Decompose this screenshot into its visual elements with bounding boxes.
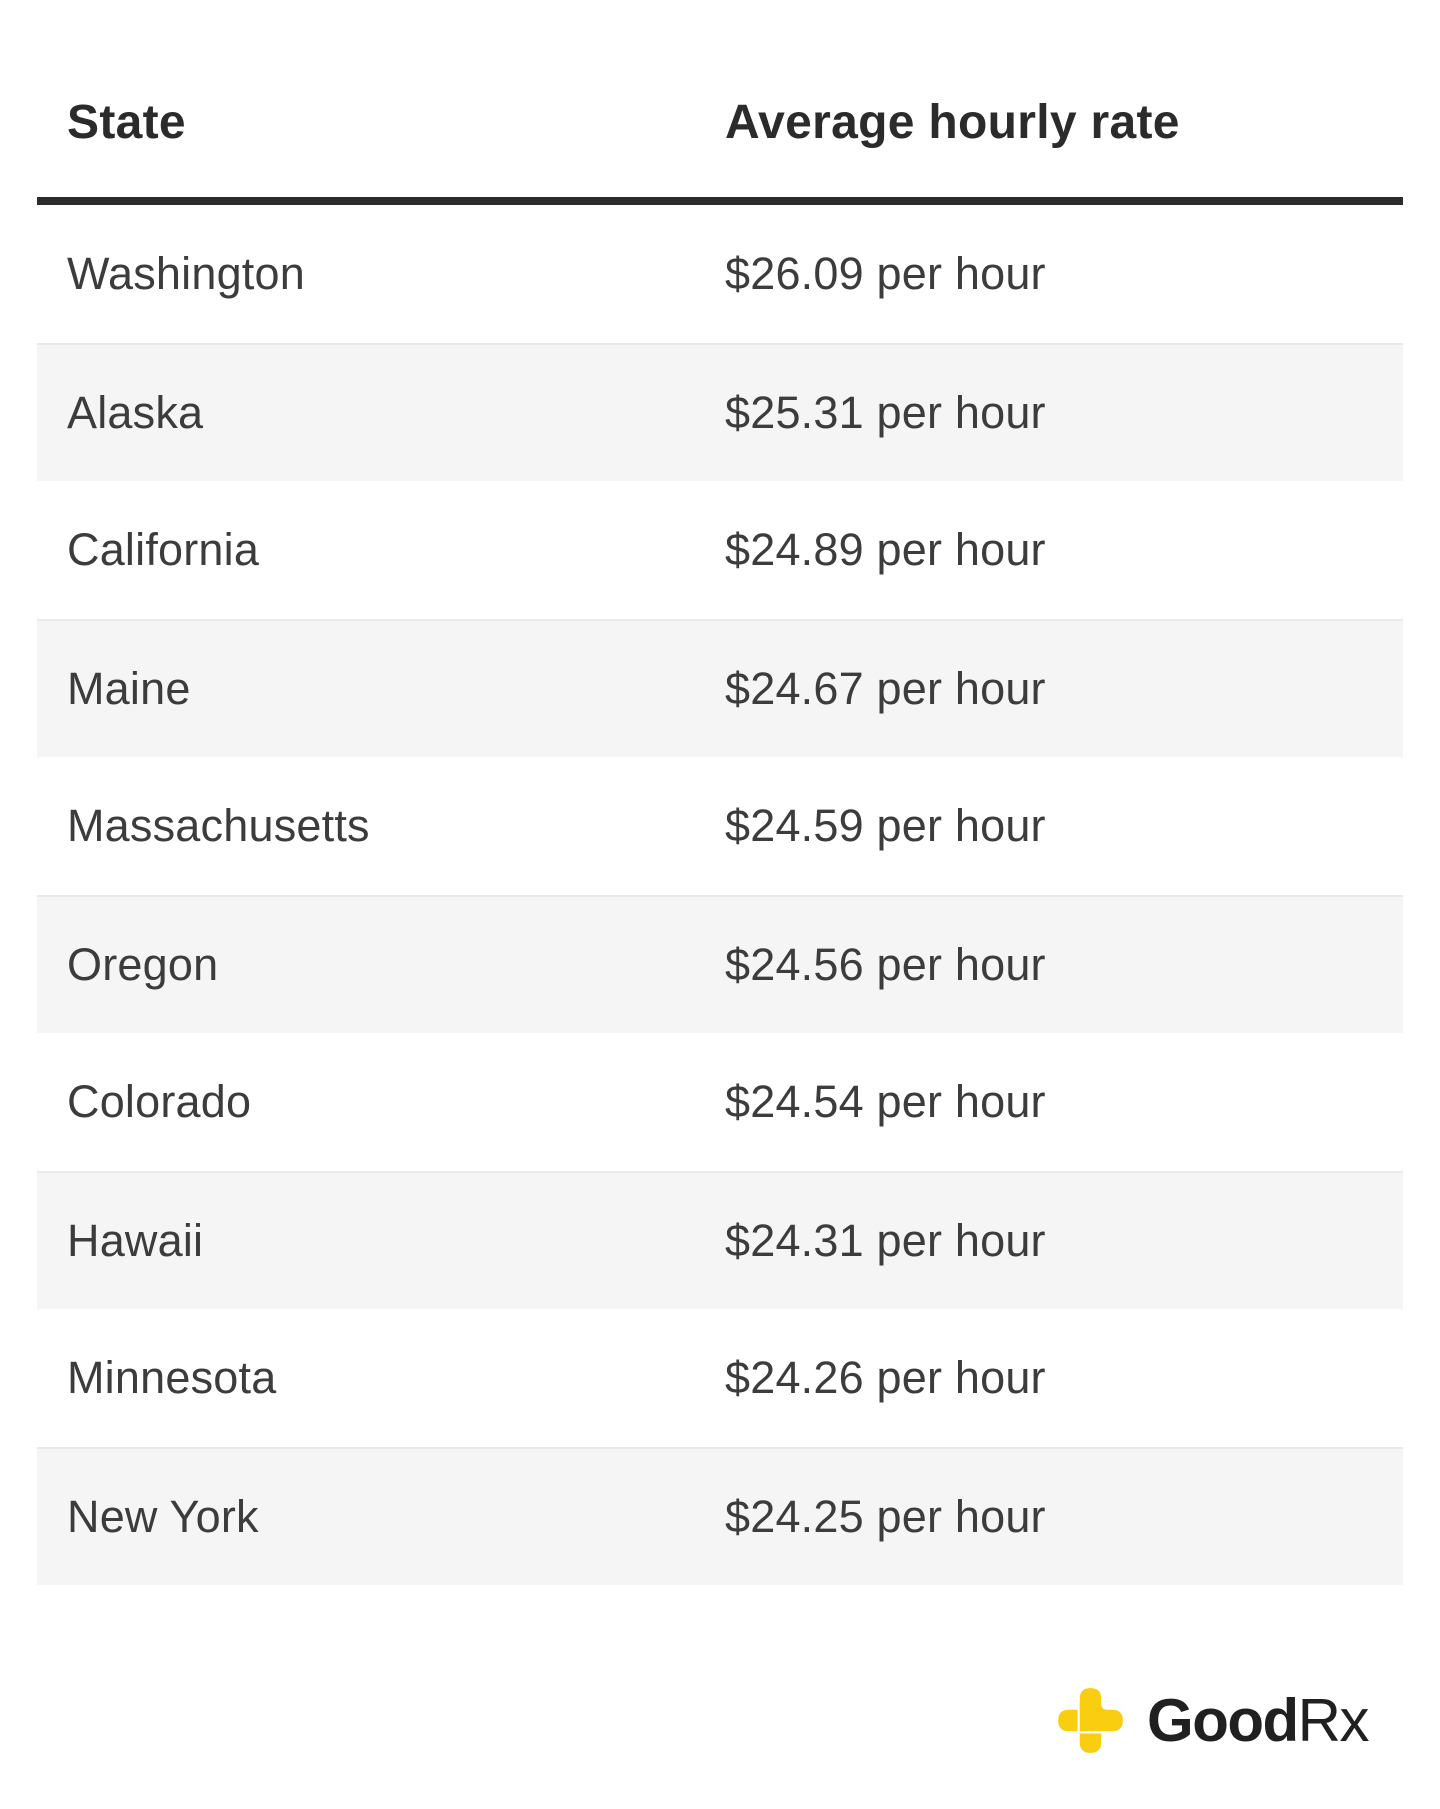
state-cell: Massachusetts [67,800,370,851]
table-row: Hawaii $24.31 per hour [37,1171,1403,1309]
rate-cell: $24.56 per hour [725,939,1046,990]
table-row: Alaska $25.31 per hour [37,343,1403,481]
rates-table: State Average hourly rate Washington $26… [37,0,1403,1585]
goodrx-wordmark-good: Good [1147,1686,1299,1754]
footer: GoodRx [0,1585,1440,1755]
header-divider [37,197,1403,205]
column-header-rate: Average hourly rate [725,96,1180,149]
goodrx-wordmark: GoodRx [1147,1686,1370,1755]
rate-cell: $26.09 per hour [725,248,1046,299]
table-row: Washington $26.09 per hour [37,205,1403,343]
table-row: Massachusetts $24.59 per hour [37,757,1403,895]
rate-cell: $24.54 per hour [725,1076,1046,1127]
state-cell: Maine [67,663,191,714]
rate-cell: $25.31 per hour [725,387,1046,438]
goodrx-wordmark-rx: Rx [1297,1686,1370,1754]
state-cell: Oregon [67,939,219,990]
state-cell: Colorado [67,1076,252,1127]
rate-cell: $24.31 per hour [725,1215,1046,1266]
rate-cell: $24.67 per hour [725,663,1046,714]
table-row: Maine $24.67 per hour [37,619,1403,757]
state-cell: Hawaii [67,1215,204,1266]
state-cell: Minnesota [67,1352,277,1403]
column-header-state: State [67,96,186,149]
state-cell: Alaska [67,387,204,438]
rate-cell: $24.89 per hour [725,524,1046,575]
table-header-row: State Average hourly rate [37,0,1403,197]
state-cell: Washington [67,248,305,299]
rate-cell: $24.25 per hour [725,1491,1046,1542]
goodrx-cross-icon [1058,1687,1123,1753]
state-cell: California [67,524,260,575]
table-row: Colorado $24.54 per hour [37,1033,1403,1171]
table-row: California $24.89 per hour [37,481,1403,619]
rate-cell: $24.26 per hour [725,1352,1046,1403]
state-cell: New York [67,1491,259,1542]
table-row: New York $24.25 per hour [37,1447,1403,1585]
table-row: Minnesota $24.26 per hour [37,1309,1403,1447]
rate-cell: $24.59 per hour [725,800,1046,851]
table-row: Oregon $24.56 per hour [37,895,1403,1033]
goodrx-logo: GoodRx [1056,1686,1370,1755]
